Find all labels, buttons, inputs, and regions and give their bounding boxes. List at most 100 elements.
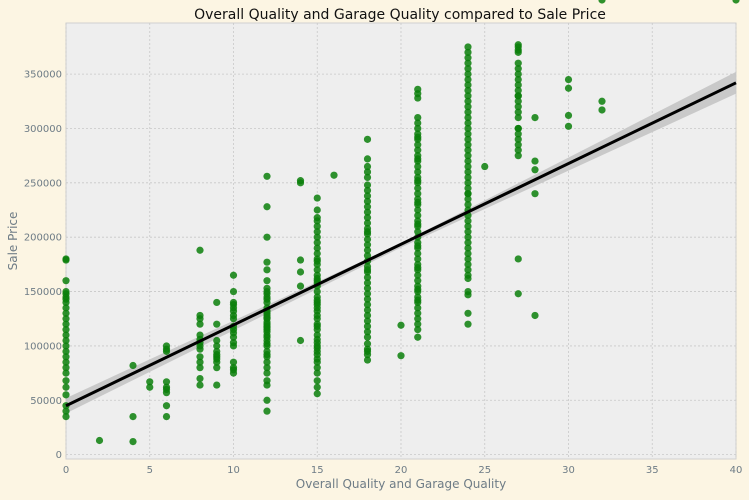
data-point (363, 173, 372, 181)
data-point (464, 103, 472, 111)
data-point (62, 364, 70, 372)
data-point (229, 287, 238, 296)
data-point (162, 402, 171, 410)
y-tick-label: 300000 (24, 124, 62, 135)
data-point (464, 222, 472, 230)
data-point (146, 378, 154, 386)
data-point (514, 113, 522, 122)
data-point (514, 81, 522, 89)
data-point (464, 119, 472, 127)
data-point (62, 331, 70, 339)
data-point (414, 85, 422, 93)
data-point (363, 135, 372, 143)
data-point (414, 304, 422, 312)
data-point (414, 198, 422, 207)
data-point (464, 179, 472, 187)
data-point (514, 59, 522, 67)
data-point (213, 347, 221, 355)
data-point (296, 177, 305, 185)
data-point (414, 211, 422, 220)
data-point (464, 320, 472, 328)
data-point (464, 54, 472, 62)
data-point (313, 214, 321, 222)
data-point (62, 369, 70, 377)
data-point (464, 135, 472, 143)
data-point (514, 86, 522, 95)
y-tick-label: 100000 (24, 341, 62, 352)
data-point (263, 351, 271, 359)
data-point (62, 304, 70, 312)
data-point (213, 364, 221, 372)
data-point (363, 290, 372, 298)
data-point (313, 228, 321, 236)
data-point (464, 168, 472, 176)
data-point (363, 208, 372, 216)
data-point (263, 377, 271, 385)
data-point (313, 244, 321, 252)
data-point (514, 146, 522, 154)
y-tick-label: 200000 (24, 233, 62, 244)
y-tick-label: 50000 (30, 396, 62, 407)
data-point (363, 168, 372, 176)
data-point (263, 277, 271, 285)
data-point (313, 331, 321, 339)
data-point (464, 152, 472, 160)
data-point (162, 383, 171, 391)
data-point (313, 206, 321, 214)
data-point (464, 217, 472, 225)
data-point (464, 113, 472, 122)
data-point (263, 172, 271, 180)
data-point (313, 390, 321, 398)
data-point (414, 133, 422, 141)
data-point (564, 111, 573, 120)
data-point (313, 296, 321, 304)
data-point (464, 43, 472, 51)
data-point (62, 342, 70, 350)
data-point (481, 162, 489, 171)
data-point (414, 220, 422, 228)
data-point (129, 412, 137, 421)
data-point (464, 65, 472, 73)
data-point (196, 374, 204, 383)
x-tick-label: 0 (63, 465, 69, 476)
data-point (414, 249, 422, 258)
data-point (564, 122, 573, 130)
data-point (514, 130, 522, 138)
data-point (363, 197, 372, 205)
data-point (514, 103, 522, 111)
data-point (229, 339, 238, 347)
data-point (464, 108, 472, 116)
data-point (62, 347, 70, 355)
data-point (62, 326, 70, 334)
data-point (464, 141, 472, 149)
data-point (414, 271, 422, 279)
x-tick-label: 35 (646, 465, 659, 476)
data-point (263, 323, 271, 332)
data-point (313, 344, 321, 352)
data-point (196, 353, 204, 361)
data-point (531, 157, 539, 165)
data-point (514, 255, 522, 263)
data-point (313, 287, 321, 296)
data-point (363, 306, 372, 314)
data-point (414, 146, 422, 154)
data-point (363, 241, 372, 249)
data-point (414, 162, 422, 171)
x-tick-label: 40 (730, 465, 743, 476)
data-point (296, 336, 305, 345)
data-point (62, 391, 70, 399)
data-point (363, 279, 372, 287)
data-point (363, 155, 372, 163)
data-point (464, 75, 472, 84)
data-point (296, 268, 305, 276)
data-point (414, 285, 422, 293)
y-tick-label: 0 (56, 450, 62, 461)
data-point (196, 364, 204, 372)
data-point (414, 326, 422, 334)
data-point (414, 124, 422, 133)
data-point (363, 219, 372, 227)
data-point (598, 106, 606, 114)
data-point (62, 277, 70, 285)
y-tick-label: 350000 (24, 70, 62, 81)
data-point (229, 298, 238, 307)
